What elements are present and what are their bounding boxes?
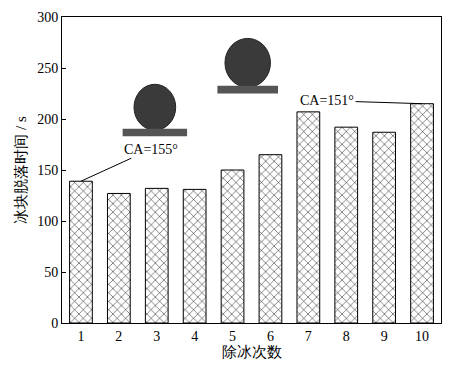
svg-text:8: 8 bbox=[343, 329, 350, 344]
svg-text:250: 250 bbox=[37, 61, 58, 76]
svg-text:冰块脱落时间 / s: 冰块脱落时间 / s bbox=[13, 116, 29, 224]
svg-text:除冰次数: 除冰次数 bbox=[222, 344, 282, 360]
svg-text:200: 200 bbox=[37, 112, 58, 127]
svg-text:6: 6 bbox=[267, 329, 274, 344]
svg-text:10: 10 bbox=[415, 329, 429, 344]
svg-text:300: 300 bbox=[37, 10, 58, 25]
svg-text:1: 1 bbox=[77, 329, 84, 344]
svg-text:150: 150 bbox=[37, 163, 58, 178]
svg-text:100: 100 bbox=[37, 214, 58, 229]
svg-text:5: 5 bbox=[229, 329, 236, 344]
svg-text:4: 4 bbox=[191, 329, 198, 344]
svg-text:7: 7 bbox=[305, 329, 312, 344]
svg-text:50: 50 bbox=[44, 265, 58, 280]
svg-text:2: 2 bbox=[115, 329, 122, 344]
svg-text:CA=155°: CA=155° bbox=[124, 142, 178, 157]
svg-text:3: 3 bbox=[153, 329, 160, 344]
svg-text:9: 9 bbox=[381, 329, 388, 344]
svg-text:0: 0 bbox=[51, 316, 58, 331]
svg-text:CA=151°: CA=151° bbox=[300, 93, 354, 108]
